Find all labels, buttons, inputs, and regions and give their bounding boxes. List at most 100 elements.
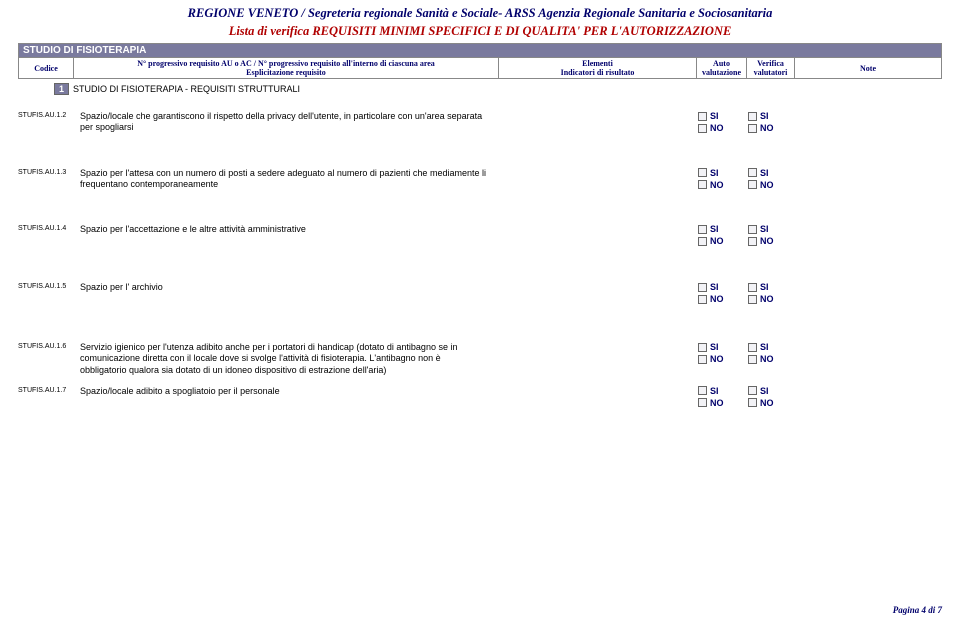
checkbox-icon[interactable] [698, 124, 707, 133]
check-no[interactable]: NO [698, 123, 748, 133]
check-no[interactable]: NO [698, 180, 748, 190]
checkbox-icon[interactable] [748, 355, 757, 364]
requisito-row: STUFIS.AU.1.7Spazio/locale adibito a spo… [18, 386, 942, 408]
requisito-code: STUFIS.AU.1.2 [18, 111, 80, 119]
auto-valutazione-group: SI NO [698, 224, 748, 246]
check-si[interactable]: SI [748, 111, 798, 121]
auto-valutazione-group: SI NO [698, 111, 748, 133]
checkbox-icon[interactable] [698, 343, 707, 352]
check-label: SI [710, 282, 719, 292]
check-label: NO [760, 294, 774, 304]
checkbox-icon[interactable] [748, 225, 757, 234]
check-si[interactable]: SI [698, 224, 748, 234]
check-no[interactable]: NO [748, 236, 798, 246]
requisito-row: STUFIS.AU.1.3Spazio per l'attesa con un … [18, 168, 942, 191]
requisito-text: Spazio per l' archivio [80, 282, 500, 293]
check-label: SI [760, 111, 769, 121]
checkbox-icon[interactable] [698, 386, 707, 395]
check-label: SI [710, 342, 719, 352]
verifica-valutatori-group: SI NO [748, 386, 798, 408]
col-verif-line1: Verifica [750, 59, 791, 68]
checkbox-icon[interactable] [698, 295, 707, 304]
check-no[interactable]: NO [748, 180, 798, 190]
checkbox-icon[interactable] [698, 112, 707, 121]
check-no[interactable]: NO [748, 123, 798, 133]
checkbox-icon[interactable] [748, 386, 757, 395]
requisito-text: Spazio/locale che garantiscono il rispet… [80, 111, 500, 134]
check-si[interactable]: SI [698, 282, 748, 292]
check-no[interactable]: NO [748, 294, 798, 304]
check-label: NO [760, 398, 774, 408]
check-label: SI [760, 282, 769, 292]
col-codice: Codice [19, 58, 74, 78]
verifica-valutatori-group: SI NO [748, 282, 798, 304]
requisito-row: STUFIS.AU.1.2Spazio/locale che garantisc… [18, 111, 942, 134]
col-note: Note [795, 58, 941, 78]
checkbox-icon[interactable] [748, 343, 757, 352]
check-si[interactable]: SI [698, 111, 748, 121]
check-si[interactable]: SI [748, 168, 798, 178]
check-no[interactable]: NO [748, 354, 798, 364]
check-si[interactable]: SI [698, 386, 748, 396]
page-footer: Pagina 4 di 7 [893, 605, 942, 615]
col-elem-line1: Elementi [502, 59, 693, 68]
checkbox-icon[interactable] [748, 168, 757, 177]
checkbox-icon[interactable] [698, 283, 707, 292]
check-label: NO [760, 123, 774, 133]
check-label: SI [710, 111, 719, 121]
section-bar: STUDIO DI FISIOTERAPIA [18, 43, 942, 58]
check-label: SI [710, 224, 719, 234]
verifica-valutatori-group: SI NO [748, 342, 798, 364]
checkbox-icon[interactable] [748, 398, 757, 407]
check-si[interactable]: SI [698, 168, 748, 178]
checkbox-icon[interactable] [748, 295, 757, 304]
verifica-valutatori-group: SI NO [748, 111, 798, 133]
checkbox-icon[interactable] [748, 237, 757, 246]
checkbox-icon[interactable] [698, 180, 707, 189]
requisito-code: STUFIS.AU.1.4 [18, 224, 80, 232]
check-label: NO [710, 236, 724, 246]
checkbox-icon[interactable] [698, 398, 707, 407]
checkbox-icon[interactable] [698, 168, 707, 177]
check-no[interactable]: NO [748, 398, 798, 408]
check-si[interactable]: SI [748, 282, 798, 292]
col-auto-line2: valutazione [700, 68, 743, 77]
verifica-valutatori-group: SI NO [748, 224, 798, 246]
check-label: NO [710, 180, 724, 190]
checkbox-icon[interactable] [698, 355, 707, 364]
check-label: SI [760, 342, 769, 352]
check-no[interactable]: NO [698, 294, 748, 304]
col-verif-line2: valutatori [750, 68, 791, 77]
checkbox-icon[interactable] [698, 237, 707, 246]
check-no[interactable]: NO [698, 354, 748, 364]
checkbox-icon[interactable] [698, 225, 707, 234]
requisito-row: STUFIS.AU.1.6Servizio igienico per l'ute… [18, 342, 942, 376]
requisito-row: STUFIS.AU.1.4Spazio per l'accettazione e… [18, 224, 942, 246]
check-si[interactable]: SI [748, 386, 798, 396]
check-label: NO [710, 398, 724, 408]
col-auto: Auto valutazione [697, 58, 747, 78]
check-label: SI [760, 386, 769, 396]
check-si[interactable]: SI [748, 224, 798, 234]
checkbox-icon[interactable] [748, 124, 757, 133]
checkbox-icon[interactable] [748, 112, 757, 121]
column-headers: Codice N° progressivo requisito AU o AC … [18, 58, 942, 79]
requisito-code: STUFIS.AU.1.3 [18, 168, 80, 176]
requisito-text: Spazio per l'accettazione e le altre att… [80, 224, 500, 235]
check-si[interactable]: SI [748, 342, 798, 352]
col-progressivo: N° progressivo requisito AU o AC / N° pr… [74, 58, 499, 78]
checkbox-icon[interactable] [748, 180, 757, 189]
check-si[interactable]: SI [698, 342, 748, 352]
checkbox-icon[interactable] [748, 283, 757, 292]
auto-valutazione-group: SI NO [698, 386, 748, 408]
auto-valutazione-group: SI NO [698, 282, 748, 304]
check-no[interactable]: NO [698, 236, 748, 246]
check-label: SI [710, 386, 719, 396]
group-row: 1 STUDIO DI FISIOTERAPIA - REQUISITI STR… [18, 83, 942, 95]
group-num: 1 [54, 83, 69, 95]
check-no[interactable]: NO [698, 398, 748, 408]
check-label: NO [710, 294, 724, 304]
check-label: SI [760, 168, 769, 178]
check-label: SI [760, 224, 769, 234]
requisito-row: STUFIS.AU.1.5Spazio per l' archivioSINOS… [18, 282, 942, 304]
